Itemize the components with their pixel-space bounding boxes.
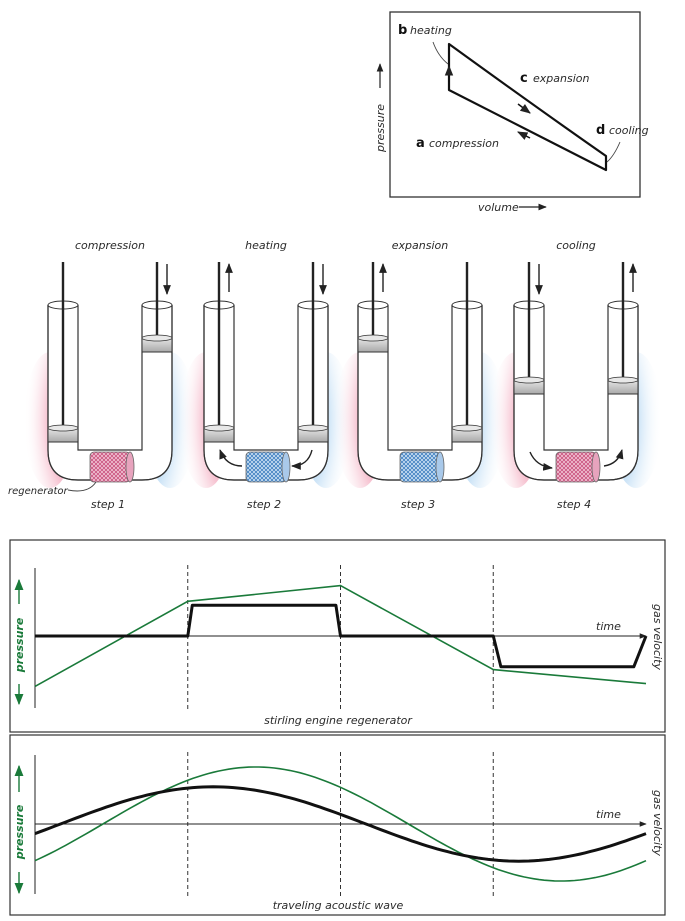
step-title: compression — [75, 239, 145, 252]
cold-piston-top — [607, 376, 639, 384]
hot-piston-top — [357, 334, 389, 342]
chart-2-title: traveling acoustic wave — [273, 899, 404, 912]
point-b-letter: b — [398, 23, 407, 38]
engine-step-2: heating step 2 — [180, 239, 352, 511]
hot-piston-top — [47, 424, 79, 432]
cooling-leader-line — [606, 141, 621, 163]
chart-2-pressure-curve — [34, 766, 647, 882]
chart-1-title: stirling engine regenerator — [264, 714, 413, 727]
pv-diagram: pressure volume b heating c expansion d … — [374, 11, 649, 214]
step-title: cooling — [556, 239, 596, 252]
cold-piston-top — [141, 334, 173, 342]
chart-2-gas-velocity-curve — [34, 785, 647, 863]
hot-piston-top — [203, 424, 235, 432]
compression-direction-arrow — [517, 131, 531, 140]
gas-flow-arrow — [603, 449, 624, 467]
pv-diagram-frame — [389, 11, 641, 198]
step-caption: step 4 — [557, 498, 591, 511]
pv-cycle-loop — [447, 42, 608, 172]
regenerator-end — [591, 451, 601, 483]
regenerator-mesh — [399, 451, 441, 483]
regenerator-leader-line — [67, 481, 97, 492]
point-c-letter: c — [520, 71, 528, 86]
gas-flow-arrow — [219, 449, 243, 467]
chart-2-frame — [9, 734, 666, 916]
point-a-label: compression — [429, 137, 499, 150]
regenerator-end — [281, 451, 291, 483]
gas-flow-arrow — [529, 451, 553, 471]
pv-y-axis-label: pressure — [374, 104, 387, 153]
point-c-label: expansion — [533, 72, 589, 85]
engine-step-3: expansion step 3 — [334, 239, 506, 511]
pv-x-axis-label: volume — [478, 201, 519, 214]
hot-piston-top — [513, 376, 545, 384]
engine-step-4: cooling step 4 — [490, 239, 662, 511]
chart-1-frame — [9, 539, 666, 733]
point-b-label: heating — [410, 24, 452, 37]
chart-1-gas-velocity-curve — [35, 603, 648, 669]
engine-step-1: compression step 1 — [24, 239, 196, 511]
heating-leader-line — [432, 41, 449, 65]
traveling-acoustic-wave-chart: time traveling acoustic wave gas velocit… — [9, 734, 666, 916]
chart-2-gas-velocity-label: gas velocity — [651, 790, 664, 856]
step-caption: step 2 — [247, 498, 281, 511]
step-title: expansion — [392, 239, 448, 252]
point-d-letter: d — [596, 123, 605, 138]
regenerator-mesh — [89, 451, 131, 483]
step-caption: step 3 — [401, 498, 435, 511]
chart-2-pressure-label: pressure — [13, 804, 26, 860]
step-title: heating — [245, 239, 287, 252]
expansion-direction-arrow — [517, 103, 531, 114]
chart-2-time-label: time — [596, 808, 621, 821]
regenerator-mesh — [555, 451, 597, 483]
chart-1-pressure-label: pressure — [13, 617, 26, 673]
regenerator-end — [435, 451, 445, 483]
cold-piston-top — [297, 424, 329, 432]
step-caption: step 1 — [91, 498, 125, 511]
chart-1-pressure-curve — [34, 584, 647, 688]
point-a-letter: a — [416, 136, 425, 151]
cold-piston-top — [451, 424, 483, 432]
stirling-regenerator-chart: time stirling engine regenerator gas vel… — [9, 539, 666, 733]
point-d-label: cooling — [609, 124, 649, 137]
regenerator-end — [125, 451, 135, 483]
regenerator-mesh — [245, 451, 287, 483]
gas-flow-arrow — [291, 449, 313, 470]
regenerator-label: regenerator — [8, 486, 69, 497]
engine-steps: compression step 1 heating step 2 expansion s… — [24, 239, 662, 511]
chart-1-gas-velocity-label: gas velocity — [651, 604, 664, 670]
chart-1-time-label: time — [596, 620, 621, 633]
